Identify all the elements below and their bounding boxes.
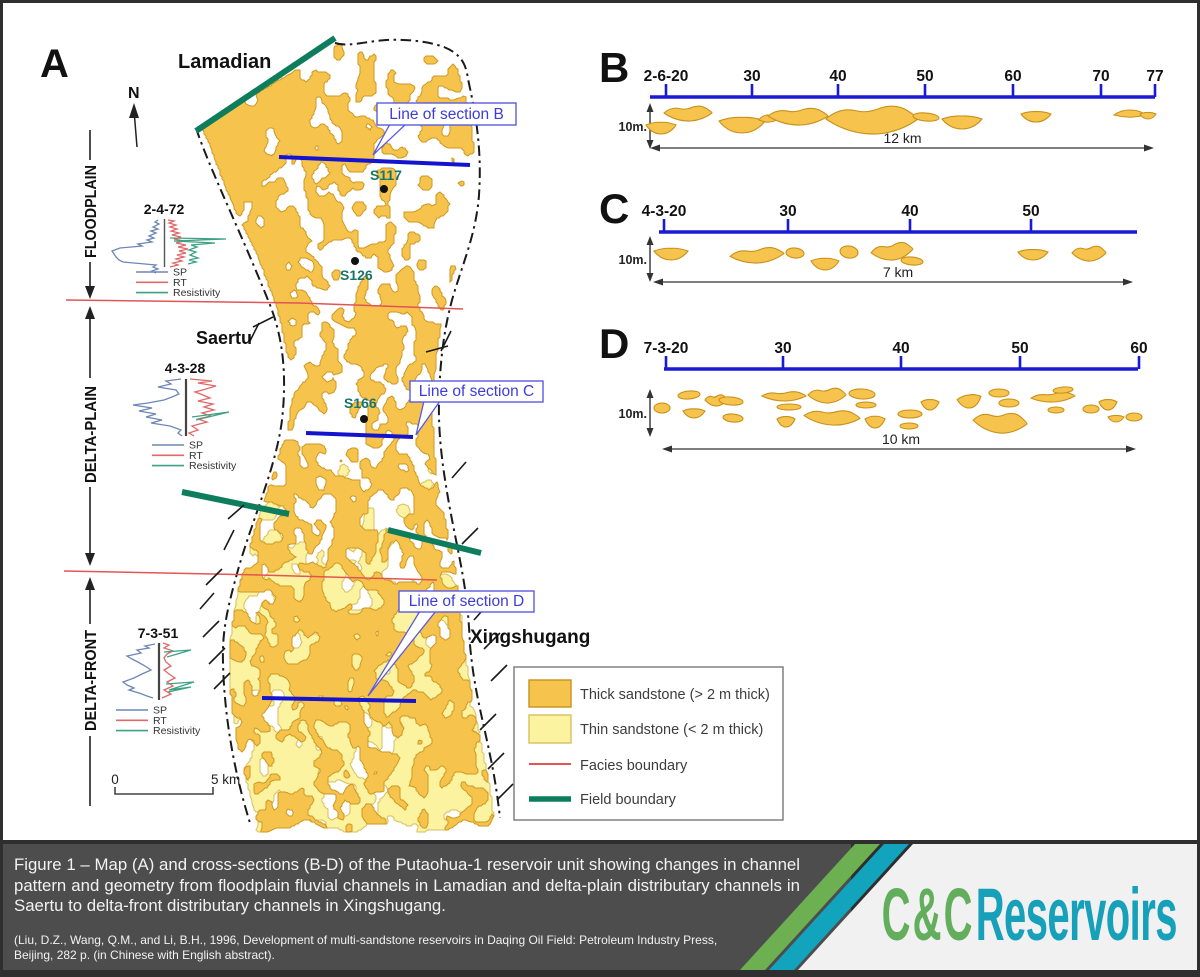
svg-text:Saertu: Saertu (196, 328, 252, 348)
svg-text:Xingshugang: Xingshugang (470, 627, 590, 648)
svg-text:Thin sandstone (< 2 m thick): Thin sandstone (< 2 m thick) (580, 722, 763, 738)
svg-text:30: 30 (774, 340, 791, 357)
svg-text:Lamadian: Lamadian (178, 51, 271, 73)
svg-text:4-3-28: 4-3-28 (165, 360, 206, 376)
svg-text:DELTA-FRONT: DELTA-FRONT (83, 630, 100, 731)
svg-text:D: D (599, 320, 629, 367)
svg-text:S126: S126 (340, 267, 373, 283)
svg-text:50: 50 (916, 68, 933, 85)
svg-text:Resistivity: Resistivity (153, 725, 201, 737)
svg-text:Facies boundary: Facies boundary (580, 758, 688, 774)
svg-text:12 km: 12 km (883, 130, 921, 146)
svg-text:S117: S117 (370, 167, 402, 183)
svg-text:60: 60 (1004, 68, 1021, 85)
svg-text:RT: RT (189, 450, 203, 462)
svg-text:FLOODPLAIN: FLOODPLAIN (83, 165, 100, 258)
svg-text:0: 0 (111, 772, 119, 787)
svg-text:30: 30 (779, 203, 796, 220)
svg-text:5 km: 5 km (211, 772, 240, 787)
svg-text:50: 50 (1022, 203, 1039, 220)
svg-text:Line of section C: Line of section C (419, 383, 534, 400)
svg-text:2-4-72: 2-4-72 (144, 201, 185, 217)
svg-text:4-3-20: 4-3-20 (642, 203, 687, 220)
svg-text:10m.: 10m. (619, 120, 648, 134)
svg-text:C: C (599, 185, 629, 232)
svg-text:77: 77 (1146, 68, 1163, 85)
svg-text:30: 30 (743, 68, 760, 85)
svg-text:S166: S166 (344, 395, 377, 411)
svg-text:Line of section D: Line of section D (409, 593, 524, 610)
svg-text:Field boundary: Field boundary (580, 792, 677, 808)
svg-text:7-3-20: 7-3-20 (644, 340, 689, 357)
svg-text:Thick sandstone (> 2 m thick): Thick sandstone (> 2 m thick) (580, 687, 770, 703)
svg-text:N: N (128, 85, 140, 102)
svg-text:40: 40 (901, 203, 918, 220)
svg-text:40: 40 (892, 340, 909, 357)
svg-text:DELTA-PLAIN: DELTA-PLAIN (83, 386, 100, 483)
svg-text:A: A (40, 42, 69, 86)
svg-text:7 km: 7 km (883, 264, 913, 280)
svg-text:40: 40 (829, 68, 846, 85)
svg-text:RT: RT (173, 277, 187, 289)
svg-text:60: 60 (1130, 340, 1147, 357)
svg-text:10 km: 10 km (882, 431, 920, 447)
svg-text:Resistivity: Resistivity (189, 460, 237, 472)
svg-text:SP: SP (153, 705, 167, 717)
svg-text:Resistivity: Resistivity (173, 287, 221, 299)
svg-text:10m.: 10m. (619, 253, 648, 267)
svg-text:Line of section B: Line of section B (389, 106, 504, 123)
svg-text:SP: SP (173, 267, 187, 279)
svg-text:7-3-51: 7-3-51 (138, 625, 179, 641)
svg-text:50: 50 (1011, 340, 1028, 357)
svg-text:B: B (599, 44, 629, 91)
svg-text:SP: SP (189, 440, 203, 452)
svg-text:10m.: 10m. (619, 407, 648, 421)
svg-text:70: 70 (1092, 68, 1109, 85)
svg-text:2-6-20: 2-6-20 (644, 68, 689, 85)
svg-text:RT: RT (153, 715, 167, 727)
